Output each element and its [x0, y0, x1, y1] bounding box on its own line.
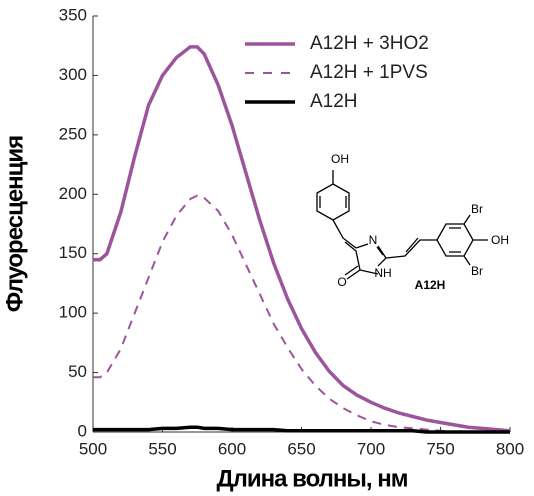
structure-label: A12H	[415, 278, 446, 292]
series-line	[93, 425, 510, 434]
structure-label: OH	[331, 152, 349, 166]
x-tick-label: 750	[426, 439, 454, 458]
series-line	[93, 194, 510, 433]
series-line	[93, 45, 511, 433]
x-tick-label: 700	[357, 439, 385, 458]
y-tick-label: 200	[59, 184, 87, 203]
legend-label: A12H + 3HO2	[310, 33, 429, 54]
phenol-ring	[316, 170, 350, 221]
x-tick-label: 800	[496, 439, 524, 458]
y-tick-label: 0	[78, 421, 87, 440]
bromophenol-ring	[436, 214, 488, 266]
x-tick-label: 600	[218, 439, 246, 458]
y-tick-label: 300	[59, 65, 87, 84]
structure-label: NH	[374, 266, 391, 280]
structure: OH N NH O Br OH Br A12H	[316, 152, 509, 292]
structure-label: Br	[471, 202, 483, 216]
legend-label: A12H + 1PVS	[310, 62, 428, 83]
x-tick-label: 550	[148, 439, 176, 458]
structure-label: N	[369, 233, 378, 247]
x-tick-label: 500	[79, 439, 107, 458]
x-axis-label: Длина волны, нм	[217, 465, 408, 492]
y-tick-label: 350	[59, 5, 87, 24]
y-tick-label: 150	[59, 243, 87, 262]
x-tick-label: 650	[287, 439, 315, 458]
structure-label: O	[337, 275, 346, 289]
structure-label: OH	[491, 233, 509, 247]
structure-label: Br	[471, 264, 483, 278]
y-axis-label: Флуоресценция	[1, 136, 28, 312]
y-tick-label: 50	[68, 362, 87, 381]
y-tick-label: 100	[59, 303, 87, 322]
legend-label: A12H	[310, 91, 358, 112]
y-tick-label: 250	[59, 124, 87, 143]
imidazolone	[332, 219, 437, 280]
